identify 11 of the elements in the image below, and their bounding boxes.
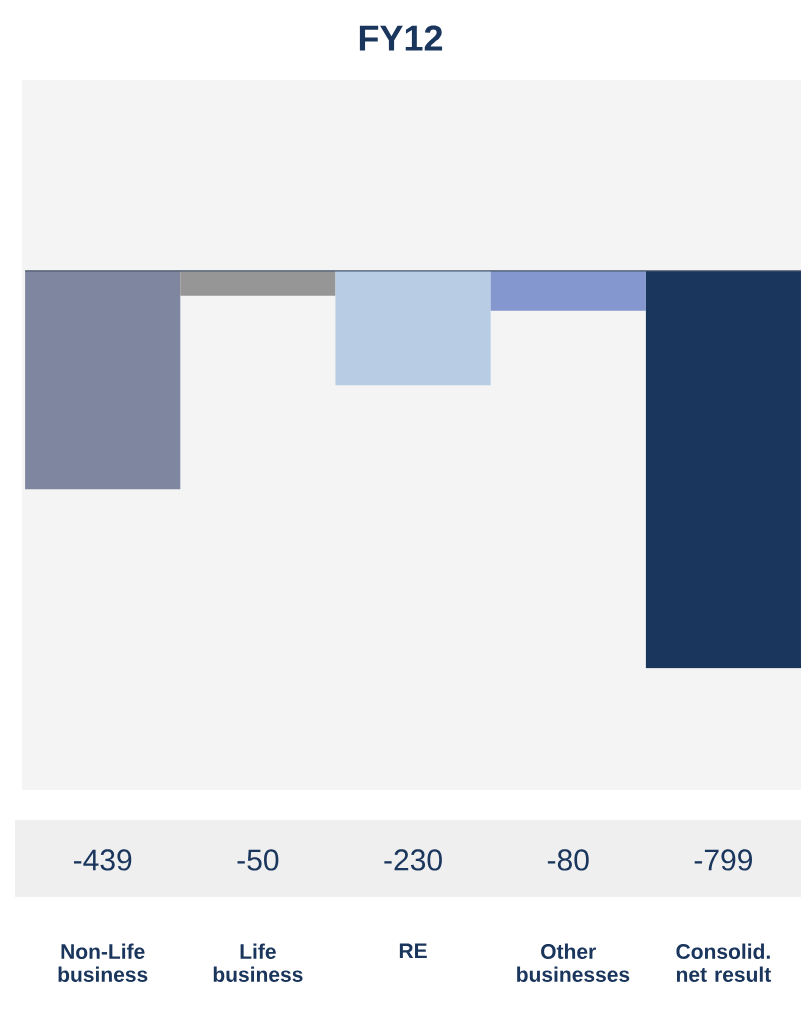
chart-title: FY12 xyxy=(360,25,443,51)
data-label: -80 xyxy=(548,849,589,871)
x-tick-label: Life business xyxy=(213,943,303,982)
data-label: -50 xyxy=(237,849,279,871)
data-label: -799 xyxy=(694,849,753,871)
x-tick-label: Consolid. net result xyxy=(676,943,772,982)
x-tick-label: Non-Life business xyxy=(58,943,148,982)
data-label: -230 xyxy=(384,849,443,871)
data-label: -439 xyxy=(74,849,132,871)
x-tick-label: Other businesses xyxy=(517,943,630,982)
x-tick-label: RE xyxy=(400,943,428,958)
